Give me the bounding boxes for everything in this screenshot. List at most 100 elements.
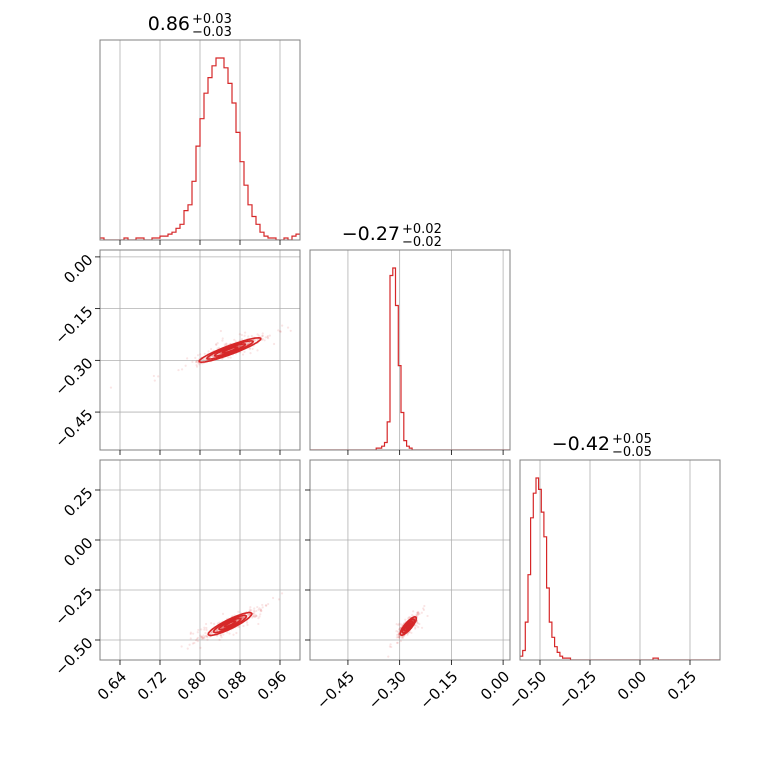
scatter-point xyxy=(395,641,399,644)
scatter-point xyxy=(416,611,419,614)
scatter-point xyxy=(184,364,187,367)
hist-panel-2: −0.42 +0.05−0.05 −0.50 −0.25 0.00 0.25 xyxy=(505,432,721,713)
scatter-point xyxy=(206,635,209,639)
y-tick-label: −0.30 xyxy=(51,354,96,399)
scatter-point xyxy=(218,621,221,624)
scatter-point xyxy=(249,346,252,350)
corner-plot-panels: 0.86 +0.03−0.030.00−0.15−0.30−0.45−0.27 +0… xyxy=(51,12,721,713)
scatter-point xyxy=(426,614,429,618)
contour-level-2 xyxy=(212,614,248,634)
scatter-point xyxy=(420,626,424,629)
panel-title-minus: −0.03 xyxy=(192,25,232,40)
panel-title-minus: −0.05 xyxy=(612,445,652,460)
scatter-point xyxy=(253,339,256,342)
contour-level-2 xyxy=(206,340,254,360)
scatter-point xyxy=(397,634,401,637)
scatter-point xyxy=(415,624,418,627)
scatter-point xyxy=(395,636,398,639)
scatter-point xyxy=(395,623,398,626)
x-tick-label: 0.88 xyxy=(214,668,250,704)
histogram-step-0 xyxy=(100,57,300,240)
contour-level-3 xyxy=(207,611,253,637)
scatter-point xyxy=(202,637,205,640)
scatter-point xyxy=(196,361,200,364)
scatter-point xyxy=(279,330,282,333)
scatter-point xyxy=(195,364,198,367)
scatter-point xyxy=(263,339,266,342)
scatter-point xyxy=(196,637,199,640)
scatter-point xyxy=(255,614,258,617)
scatter-point xyxy=(248,613,251,616)
scatter-point xyxy=(229,356,232,359)
scatter-point xyxy=(200,635,204,638)
scatter-point xyxy=(397,632,400,635)
scatter-point xyxy=(271,596,275,600)
scatter-point xyxy=(214,343,218,346)
scatter-point xyxy=(252,609,256,612)
scatter-point xyxy=(196,354,200,357)
scatter-point xyxy=(267,337,270,340)
scatter-point xyxy=(201,637,204,640)
x-tick-label: 0.72 xyxy=(134,668,170,704)
y-tick-label: 0.00 xyxy=(60,251,96,287)
scatter-point xyxy=(417,610,420,614)
scatter-point xyxy=(280,592,284,595)
scatter-point xyxy=(261,334,264,337)
scatter-point xyxy=(200,635,203,638)
y-tick-label: 0.00 xyxy=(60,534,96,570)
scatter-point xyxy=(400,635,404,638)
scatter-point xyxy=(205,634,208,637)
scatter-point xyxy=(277,598,281,601)
contour-level-1 xyxy=(403,620,414,632)
scatter-point xyxy=(180,368,184,371)
panel-title-plus: +0.05 xyxy=(612,432,652,447)
panel-background xyxy=(520,460,720,660)
scatter-point xyxy=(416,612,420,616)
panel-title-plus: +0.03 xyxy=(192,12,232,27)
scatter-point xyxy=(241,353,245,356)
scatter-point xyxy=(242,616,245,619)
scatter-point xyxy=(416,622,420,625)
scatter-point xyxy=(250,334,253,338)
joint-panel-0-2: 0.64 0.72 0.80 0.88 0.96 0.25 0.00 −0.25 −0.50 xyxy=(51,459,301,704)
scatter-point xyxy=(197,628,200,632)
scatter-point xyxy=(191,642,195,645)
scatter-point xyxy=(189,632,192,635)
scatter-point xyxy=(266,336,269,339)
scatter-point xyxy=(257,608,260,611)
x-tick-label: −0.25 xyxy=(555,668,600,713)
scatter-point xyxy=(180,645,183,648)
scatter-point xyxy=(261,606,264,609)
scatter-point xyxy=(206,638,209,641)
scatter-point xyxy=(415,614,418,617)
scatter-point xyxy=(196,631,199,634)
scatter-point xyxy=(389,643,392,646)
scatter-point xyxy=(414,627,417,630)
scatter-point xyxy=(256,605,259,609)
scatter-point xyxy=(260,609,263,612)
scatter-point xyxy=(249,609,252,612)
scatter-point xyxy=(264,604,268,607)
scatter-point xyxy=(252,614,256,617)
scatter-point xyxy=(406,633,409,636)
scatter-point xyxy=(249,606,252,609)
x-tick-label: 0.00 xyxy=(614,668,650,704)
scatter-point xyxy=(193,641,196,645)
scatter-point xyxy=(407,617,410,620)
scatter-point xyxy=(401,635,405,638)
scatter-point xyxy=(210,622,213,625)
scatter-point xyxy=(195,639,198,642)
scatter-point xyxy=(277,329,280,332)
scatter-point xyxy=(215,343,218,346)
x-tick-label: −0.30 xyxy=(365,668,410,713)
scatter-point xyxy=(264,336,267,339)
scatter-point xyxy=(397,636,400,639)
scatter-point xyxy=(390,645,393,649)
x-tick-label: −0.15 xyxy=(416,668,461,713)
scatter-point xyxy=(247,335,250,338)
panel-content xyxy=(387,604,429,658)
scatter-point xyxy=(261,338,264,341)
scatter-point xyxy=(212,622,216,625)
scatter-point xyxy=(226,631,229,634)
